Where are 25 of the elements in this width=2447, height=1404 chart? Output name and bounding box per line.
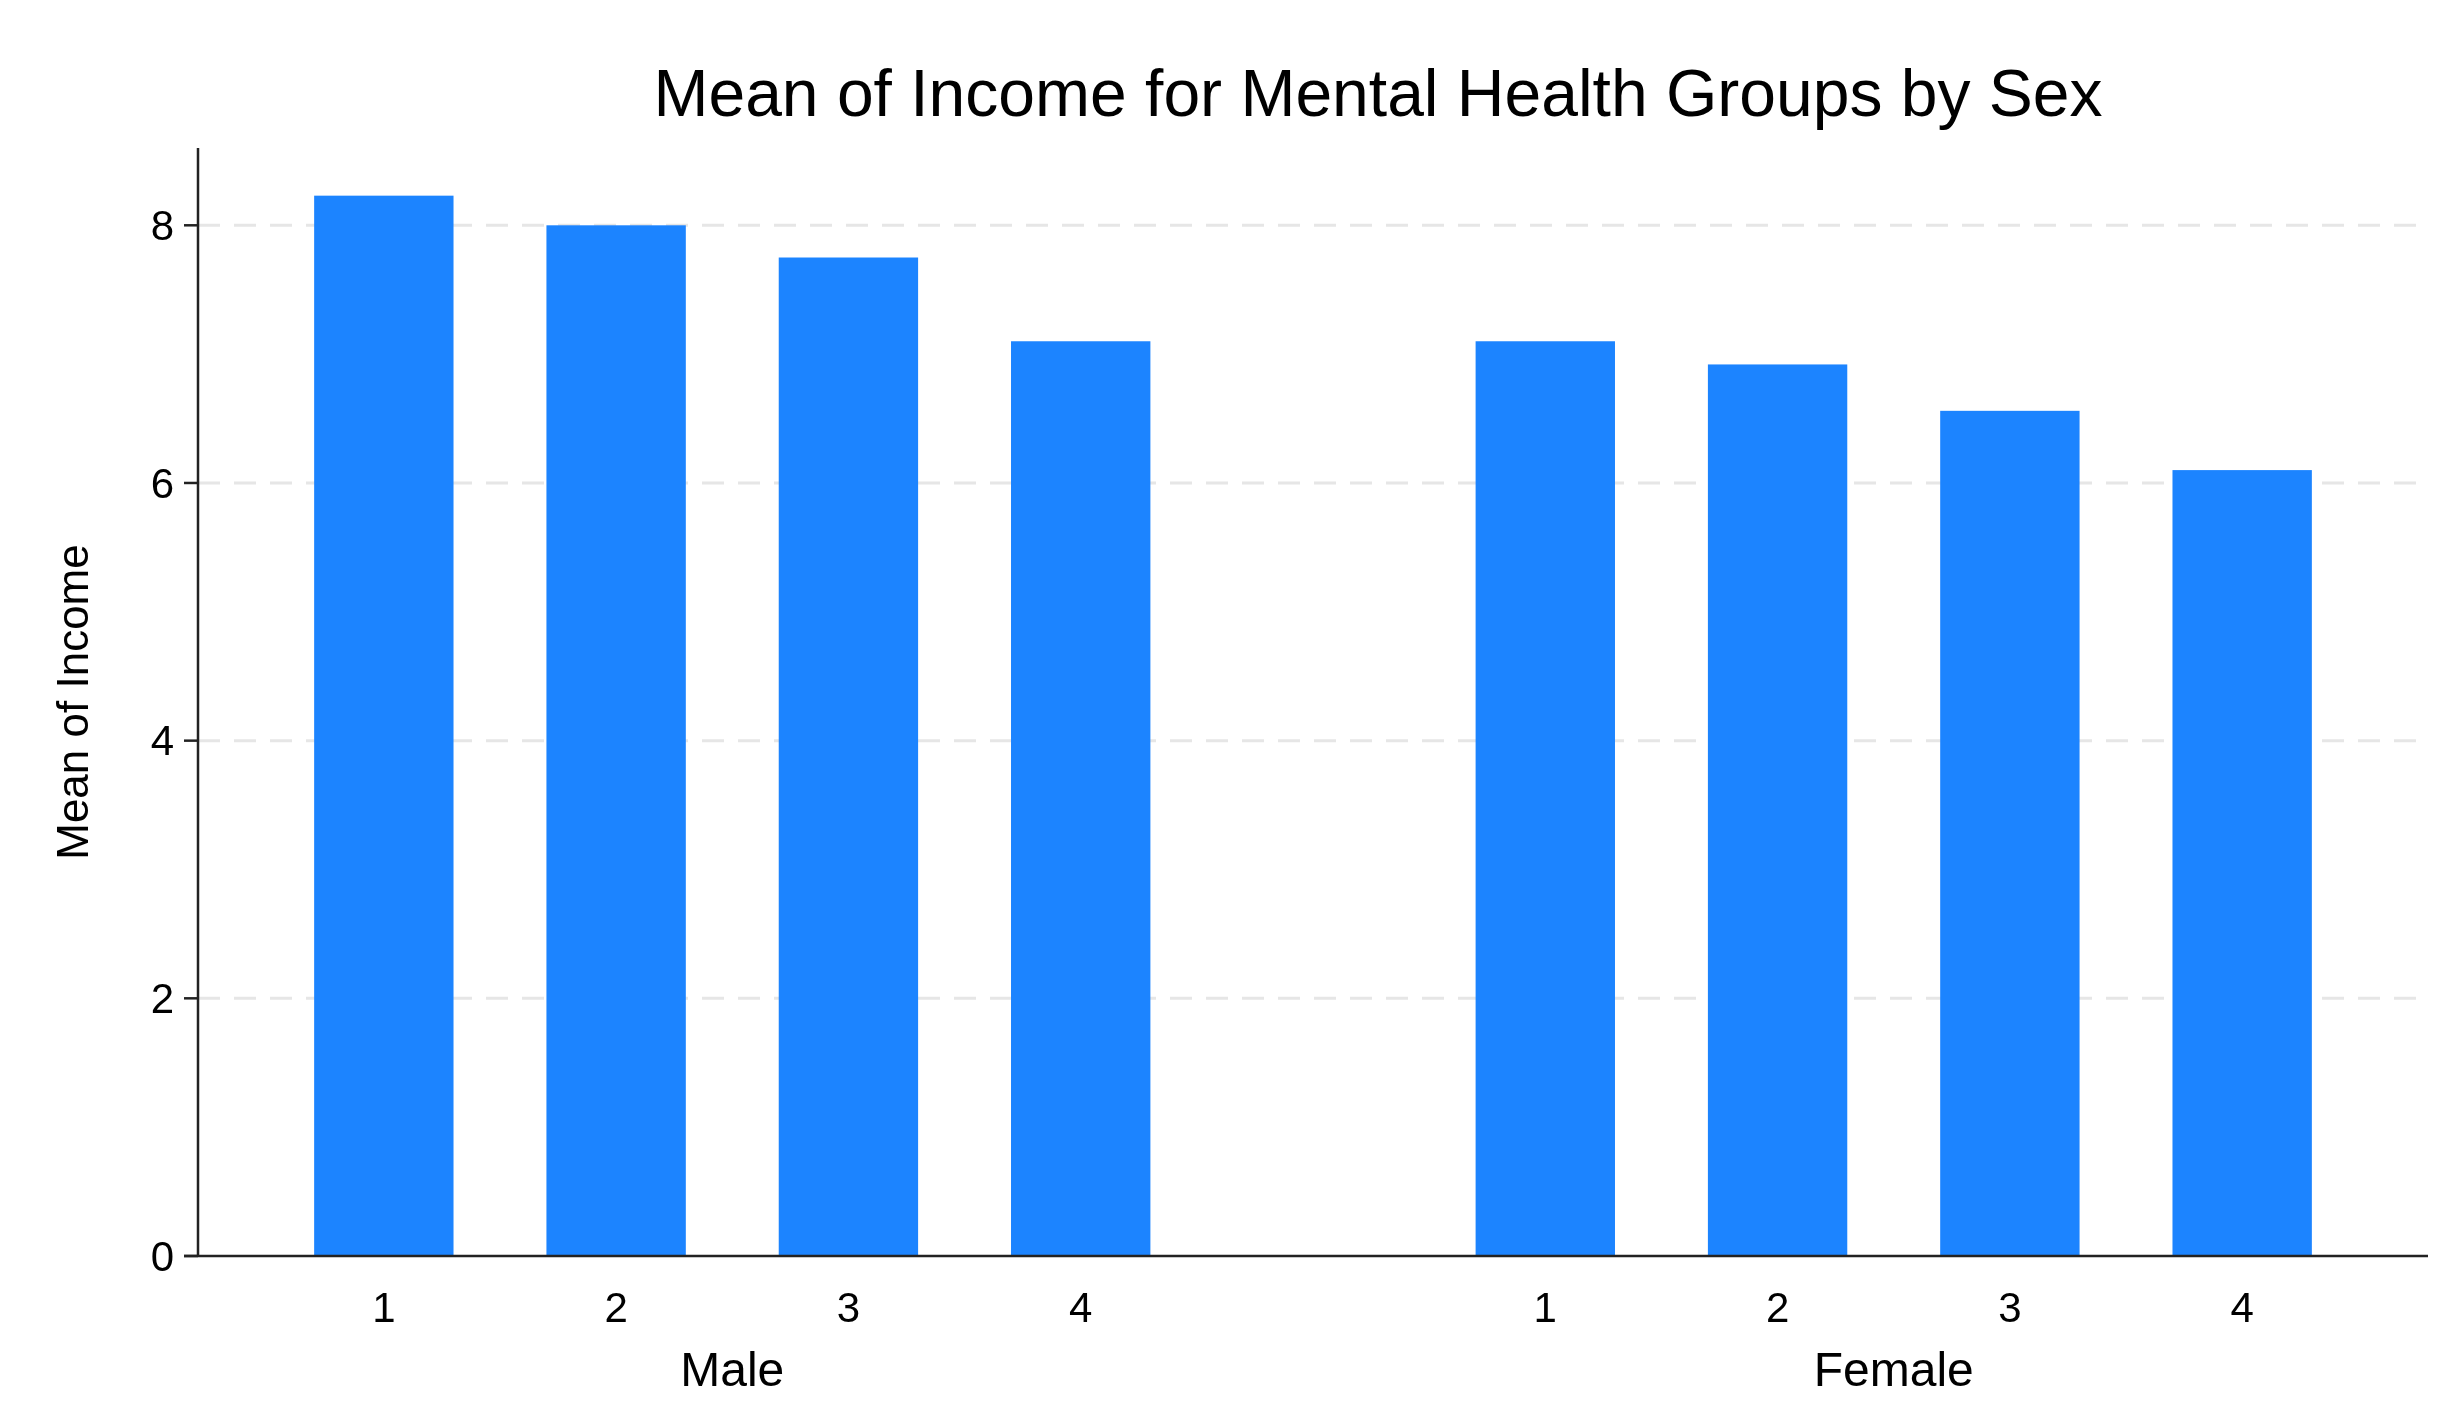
y-axis-title: Mean of Income [48, 544, 97, 860]
x-tick-label: 3 [1998, 1284, 2022, 1331]
x-tick-label: 2 [604, 1284, 628, 1331]
x-tick-label: 2 [1765, 1284, 1790, 1331]
y-tick-label: 4 [150, 717, 174, 765]
y-tick-label: 8 [150, 202, 174, 249]
bar [314, 195, 454, 1256]
bar [1940, 410, 2080, 1256]
text: Male [680, 1343, 785, 1396]
x-tick-label: 4 [1069, 1284, 1093, 1331]
bar [546, 225, 686, 1256]
x-tick-label: 3 [836, 1284, 861, 1331]
y-tick-label: 6 [150, 459, 174, 507]
chart-title: Mean of Income for Mental Health Groups by Sex [653, 56, 2103, 130]
x-tick-label: 4 [2230, 1284, 2254, 1331]
y-tick-label: 2 [150, 975, 174, 1023]
bar [778, 257, 919, 1256]
bar [1011, 341, 1151, 1256]
x-tick-label: 1 [1533, 1284, 1557, 1331]
bar [2172, 470, 2312, 1256]
bar [1707, 364, 1848, 1256]
y-tick-label: 0 [150, 1232, 174, 1280]
x-tick-label: 1 [372, 1284, 396, 1331]
bar [1475, 341, 1615, 1256]
text: Female [1813, 1343, 1974, 1396]
